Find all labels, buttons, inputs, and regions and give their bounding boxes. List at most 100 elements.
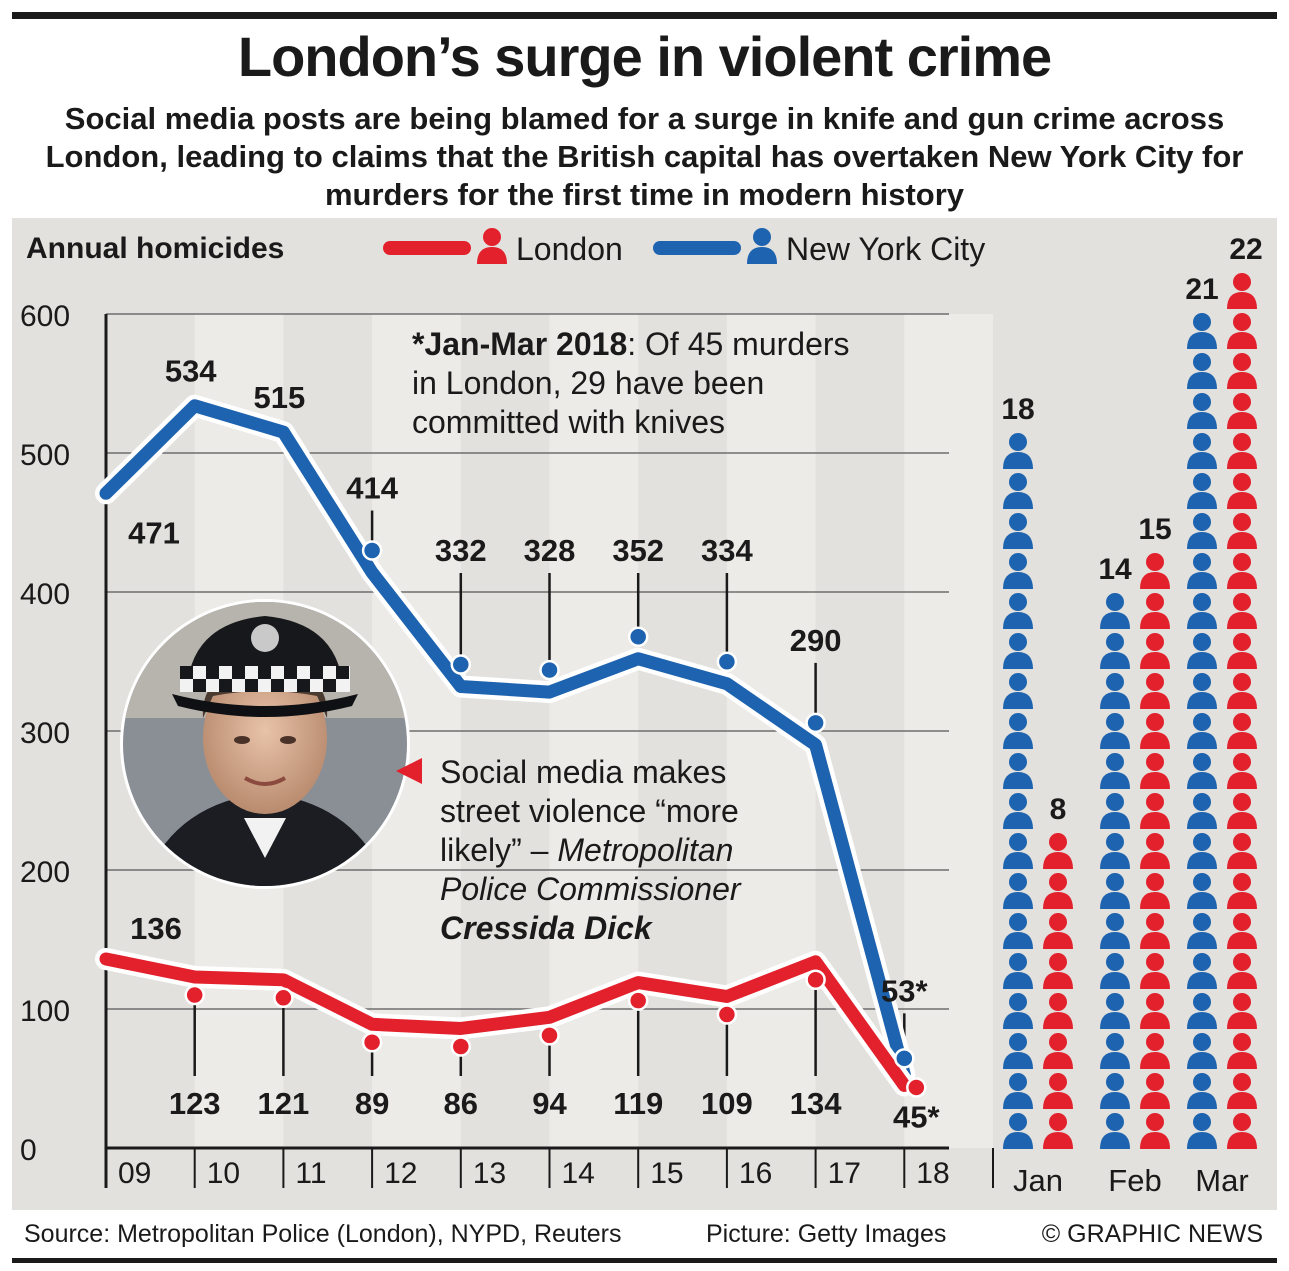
nyc-person-icon (1003, 1073, 1033, 1109)
london-person-icon (1043, 993, 1073, 1029)
london-month-count: 8 (1050, 793, 1067, 826)
nyc-person-icon (1187, 793, 1217, 829)
nyc-marker (627, 626, 649, 647)
london-person-icon (1140, 593, 1170, 629)
london-marker (450, 1036, 472, 1057)
london-data-label: 45* (893, 1099, 940, 1134)
person-head (1193, 753, 1211, 771)
person-body (1227, 612, 1257, 629)
london-line (99, 952, 911, 1092)
person-body (1140, 972, 1170, 989)
person-head (1193, 593, 1211, 611)
person-body (1100, 732, 1130, 749)
person-head (1233, 393, 1251, 411)
quote-line2: street violence “more (440, 793, 739, 829)
london-person-icon (1140, 553, 1170, 589)
london-person-icon (1227, 1033, 1257, 1069)
person-body (1100, 972, 1130, 989)
london-person-icon (1227, 833, 1257, 869)
person-body (1100, 1052, 1130, 1069)
nyc-person-icon (1187, 353, 1217, 389)
person-head (1049, 913, 1067, 931)
person-body (1100, 692, 1130, 709)
london-data-label: 119 (613, 1086, 663, 1121)
nyc-data-label: 515 (254, 380, 306, 415)
nyc-person-icon (1187, 833, 1217, 869)
nyc-person-icon (1187, 713, 1217, 749)
y-tick-label: 0 (20, 1134, 37, 1167)
person-body (1227, 1092, 1257, 1109)
person-head (1193, 993, 1211, 1011)
person-body (1187, 972, 1217, 989)
person-head (1193, 313, 1211, 331)
picture-credit: Picture: Getty Images (706, 1220, 947, 1248)
commissioner-photo (120, 599, 410, 889)
nyc-person-icon (1100, 633, 1130, 669)
nyc-person-icon (1003, 593, 1033, 629)
nyc-person-icon (1003, 433, 1033, 469)
person-body (1100, 652, 1130, 669)
person-head (483, 228, 501, 246)
london-person-icon (1043, 833, 1073, 869)
nyc-person-icon (1187, 1073, 1217, 1109)
person-body (1003, 972, 1033, 989)
person-head (1233, 793, 1251, 811)
nyc-person-icon (1100, 793, 1130, 829)
london-data-label: 136 (130, 911, 182, 946)
person-body (1227, 372, 1257, 389)
person-head (1233, 1033, 1251, 1051)
london-person-icon (1043, 1073, 1073, 1109)
person-body (1187, 332, 1217, 349)
nyc-person-icon (1003, 1033, 1033, 1069)
y-tick-label: 600 (20, 300, 70, 333)
person-head (1146, 633, 1164, 651)
london-marker (539, 1025, 560, 1046)
person-head (1009, 473, 1027, 491)
nyc-person-icon (1100, 673, 1130, 709)
person-body (1100, 1092, 1130, 1109)
person-head (1193, 1113, 1211, 1131)
person-head (1193, 1033, 1211, 1051)
nyc-marker (805, 712, 826, 734)
london-person-icon (1227, 393, 1257, 429)
nyc-person-icon (1187, 633, 1217, 669)
x-tick-label: 18 (916, 1157, 949, 1190)
london-person-icon (1227, 513, 1257, 549)
person-head (1193, 913, 1211, 931)
london-person-icon (1140, 673, 1170, 709)
nyc-data-label: 534 (165, 354, 217, 389)
london-person-icon (1043, 873, 1073, 909)
person-head (1233, 993, 1251, 1011)
nyc-person-icon (1003, 633, 1033, 669)
person-body (1140, 1052, 1170, 1069)
quote-line3-italic: Metropolitan (557, 832, 733, 868)
person-body (1140, 1132, 1170, 1149)
person-head (1009, 593, 1027, 611)
nyc-person-icon (1003, 513, 1033, 549)
person-head (1233, 593, 1251, 611)
person-body (1227, 932, 1257, 949)
person-head (1009, 673, 1027, 691)
legend-nyc-person (747, 228, 777, 264)
person-head (1009, 753, 1027, 771)
person-body (1227, 572, 1257, 589)
person-head (1193, 713, 1211, 731)
legend-nyc-label: New York City (786, 231, 985, 267)
person-head (1233, 953, 1251, 971)
person-head (1193, 1073, 1211, 1091)
london-data-label: 86 (444, 1086, 478, 1121)
annotation-line2: in London, 29 have been (412, 365, 764, 401)
london-marker (716, 1004, 738, 1025)
nyc-marker (450, 654, 472, 675)
person-head (1146, 793, 1164, 811)
nyc-person-icon (1003, 673, 1033, 709)
nyc-data-label: 414 (346, 471, 398, 506)
source-credit: Source: Metropolitan Police (London), NY… (24, 1220, 622, 1248)
london-month-count: 22 (1229, 233, 1262, 266)
person-body (1187, 1092, 1217, 1109)
person-head (1146, 913, 1164, 931)
person-body (1227, 412, 1257, 429)
person-head (1106, 913, 1124, 931)
person-head (1233, 1073, 1251, 1091)
person-body (1140, 652, 1170, 669)
